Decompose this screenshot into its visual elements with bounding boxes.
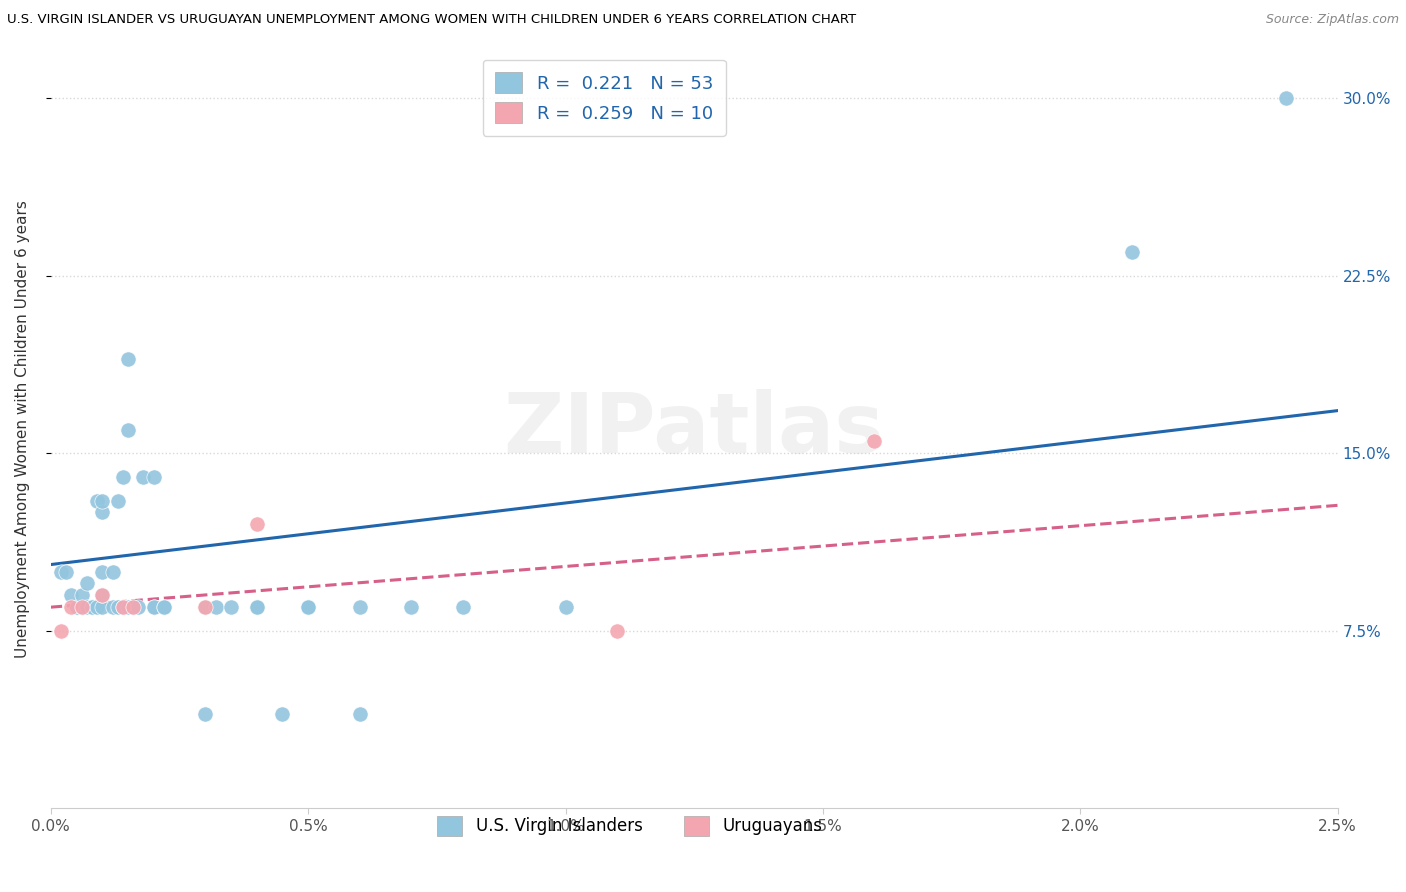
Point bbox=[194, 600, 217, 615]
Point bbox=[349, 706, 371, 721]
Point bbox=[399, 600, 422, 615]
Point bbox=[142, 600, 165, 615]
Legend: U.S. Virgin Islanders, Uruguayans: U.S. Virgin Islanders, Uruguayans bbox=[427, 806, 832, 846]
Point bbox=[60, 588, 83, 602]
Point bbox=[91, 493, 114, 508]
Point bbox=[65, 600, 87, 615]
Point bbox=[111, 600, 134, 615]
Point bbox=[349, 600, 371, 615]
Point bbox=[91, 505, 114, 519]
Point bbox=[204, 600, 226, 615]
Text: ZIPatlas: ZIPatlas bbox=[503, 389, 884, 470]
Y-axis label: Unemployment Among Women with Children Under 6 years: Unemployment Among Women with Children U… bbox=[15, 201, 30, 658]
Point bbox=[101, 565, 124, 579]
Point bbox=[49, 565, 72, 579]
Point bbox=[153, 600, 176, 615]
Point bbox=[1121, 244, 1143, 259]
Point bbox=[80, 600, 103, 615]
Point bbox=[80, 600, 103, 615]
Point bbox=[122, 600, 145, 615]
Point bbox=[1275, 91, 1298, 105]
Point bbox=[122, 600, 145, 615]
Point bbox=[863, 434, 886, 449]
Point bbox=[80, 600, 103, 615]
Point bbox=[117, 351, 139, 366]
Point bbox=[91, 565, 114, 579]
Point bbox=[142, 600, 165, 615]
Point bbox=[91, 588, 114, 602]
Point bbox=[111, 470, 134, 484]
Point bbox=[111, 600, 134, 615]
Point bbox=[117, 423, 139, 437]
Point bbox=[86, 600, 108, 615]
Point bbox=[142, 470, 165, 484]
Point bbox=[219, 600, 242, 615]
Point bbox=[246, 600, 269, 615]
Point bbox=[60, 600, 83, 615]
Point bbox=[91, 600, 114, 615]
Text: Source: ZipAtlas.com: Source: ZipAtlas.com bbox=[1265, 13, 1399, 27]
Point bbox=[70, 600, 93, 615]
Point bbox=[86, 493, 108, 508]
Point bbox=[70, 588, 93, 602]
Point bbox=[76, 576, 98, 591]
Point bbox=[76, 600, 98, 615]
Point bbox=[194, 600, 217, 615]
Point bbox=[101, 600, 124, 615]
Point bbox=[297, 600, 319, 615]
Point bbox=[246, 517, 269, 532]
Point bbox=[194, 706, 217, 721]
Point bbox=[153, 600, 176, 615]
Text: U.S. VIRGIN ISLANDER VS URUGUAYAN UNEMPLOYMENT AMONG WOMEN WITH CHILDREN UNDER 6: U.S. VIRGIN ISLANDER VS URUGUAYAN UNEMPL… bbox=[7, 13, 856, 27]
Point bbox=[246, 600, 269, 615]
Point bbox=[65, 600, 87, 615]
Point bbox=[49, 624, 72, 638]
Point bbox=[271, 706, 294, 721]
Point bbox=[127, 600, 149, 615]
Point bbox=[70, 600, 93, 615]
Point bbox=[606, 624, 628, 638]
Point bbox=[554, 600, 576, 615]
Point bbox=[107, 493, 129, 508]
Point bbox=[70, 600, 93, 615]
Point bbox=[91, 588, 114, 602]
Point bbox=[451, 600, 474, 615]
Point bbox=[55, 565, 77, 579]
Point bbox=[117, 600, 139, 615]
Point bbox=[107, 600, 129, 615]
Point bbox=[297, 600, 319, 615]
Point bbox=[132, 470, 155, 484]
